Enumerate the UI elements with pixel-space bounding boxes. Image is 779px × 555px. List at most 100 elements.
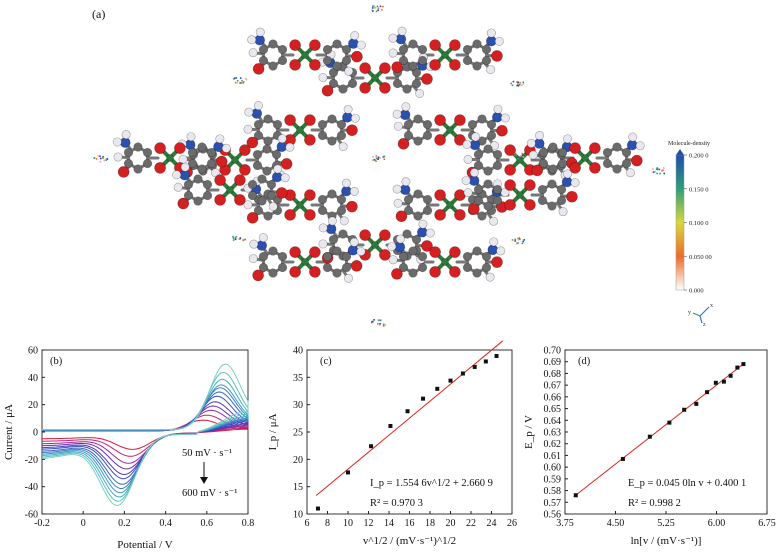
carbon-atom xyxy=(123,158,134,169)
metal-atom xyxy=(301,258,309,266)
hydrogen-atom xyxy=(526,138,536,148)
nitrogen-atom xyxy=(276,141,288,152)
carbon-atom xyxy=(612,164,622,174)
density-speck xyxy=(102,157,104,159)
carbon-atom xyxy=(462,55,473,66)
data-point xyxy=(647,434,652,439)
oxygen-atom xyxy=(289,246,301,258)
carbon-atom xyxy=(328,78,339,89)
x-tick-label: 6.00 xyxy=(708,518,726,529)
carbon-atom xyxy=(403,194,414,205)
carbon-atom xyxy=(483,179,493,189)
hydrogen-atom xyxy=(344,273,354,283)
oxygen-atom xyxy=(309,246,321,258)
colorbar-title: Molecule-density xyxy=(668,141,710,147)
triad-z-axis xyxy=(699,315,703,324)
density-speck xyxy=(522,83,525,85)
data-point xyxy=(573,493,578,498)
x-tick-label: 6 xyxy=(305,518,310,529)
colorbar-tick-label: 0.100 0 xyxy=(689,220,709,227)
carbon-atom xyxy=(258,251,269,262)
carbon-atom xyxy=(336,119,347,130)
carbon-atom xyxy=(413,136,423,146)
density-speck xyxy=(372,5,374,8)
hydrogen-atom xyxy=(392,184,402,194)
density-speck xyxy=(377,158,379,160)
y-tick-label: -60 xyxy=(25,510,38,521)
plot-frame xyxy=(564,349,768,515)
y-tick-label: 60 xyxy=(28,346,38,357)
hydrogen-atom xyxy=(318,73,328,83)
carbon-atom xyxy=(341,262,352,273)
x-tick-label: -0.2 xyxy=(34,518,50,529)
data-point xyxy=(728,373,733,378)
hydrogen-atom xyxy=(273,164,283,174)
hydrogen-atom xyxy=(489,237,499,247)
carbon-atom xyxy=(336,194,347,205)
carbon-atom xyxy=(417,251,428,262)
density-speck xyxy=(516,84,519,87)
oxygen-atom xyxy=(449,246,461,258)
carbon-atom xyxy=(206,147,217,158)
carbon-atom xyxy=(483,144,493,154)
density-speck xyxy=(516,81,518,83)
oxygen-atom xyxy=(351,50,363,63)
carbon-atom xyxy=(477,114,487,124)
carbon-atom xyxy=(486,119,497,130)
triad-x-axis xyxy=(699,306,710,317)
oxygen-atom xyxy=(434,209,446,221)
triad-z-label: z xyxy=(703,322,706,328)
density-speck xyxy=(521,154,524,156)
density-speck xyxy=(379,157,381,159)
density-speck xyxy=(511,84,514,86)
oxygen-atom xyxy=(309,59,321,71)
density-speck xyxy=(655,168,658,170)
hydrogen-atom xyxy=(558,207,568,217)
hydrogen-atom xyxy=(186,132,196,142)
density-speck xyxy=(521,242,524,245)
y-tick-label: 20 xyxy=(293,455,303,466)
carbon-atom xyxy=(271,149,282,160)
nitrogen-atom xyxy=(468,175,480,186)
carbon-atom xyxy=(473,149,484,160)
hydrogen-atom xyxy=(535,130,545,140)
data-point xyxy=(494,354,499,359)
oxygen-atom xyxy=(214,194,226,206)
oxygen-atom xyxy=(309,266,321,278)
density-speck xyxy=(377,156,380,159)
carbon-atom xyxy=(621,158,632,169)
carbon-atom xyxy=(537,195,548,206)
density-speck xyxy=(517,238,520,241)
density-speck xyxy=(518,83,521,86)
density-speck xyxy=(519,81,521,84)
oxygen-atom xyxy=(239,144,251,156)
oxygen-atom xyxy=(524,199,536,211)
x-tick-label: 0.6 xyxy=(201,518,214,529)
data-point xyxy=(448,378,453,383)
hydrogen-atom xyxy=(562,134,572,144)
plot-frame xyxy=(306,349,513,515)
data-point xyxy=(346,470,350,475)
density-speck xyxy=(662,169,664,172)
y-tick-label: 0.66 xyxy=(544,392,562,403)
density-speck xyxy=(517,84,520,87)
cv-curve xyxy=(41,371,249,502)
nitrogen-atom xyxy=(626,139,638,151)
density-speck xyxy=(375,157,378,160)
data-point xyxy=(620,456,625,461)
density-speck xyxy=(241,79,243,82)
density-speck xyxy=(376,5,379,8)
data-point xyxy=(369,444,374,449)
carbon-atom xyxy=(413,189,423,199)
oxygen-atom xyxy=(496,124,508,137)
oxygen-atom xyxy=(275,187,288,199)
carbon-atom xyxy=(142,147,153,158)
carbon-atom xyxy=(202,179,213,190)
hydrogen-atom xyxy=(339,216,349,226)
nitrogen-atom xyxy=(399,109,411,121)
carbon-atom xyxy=(341,251,352,262)
hydrogen-atom xyxy=(397,26,407,36)
metal-atom xyxy=(296,126,304,134)
oxygen-atom xyxy=(214,174,226,186)
carbon-atom xyxy=(547,179,557,189)
